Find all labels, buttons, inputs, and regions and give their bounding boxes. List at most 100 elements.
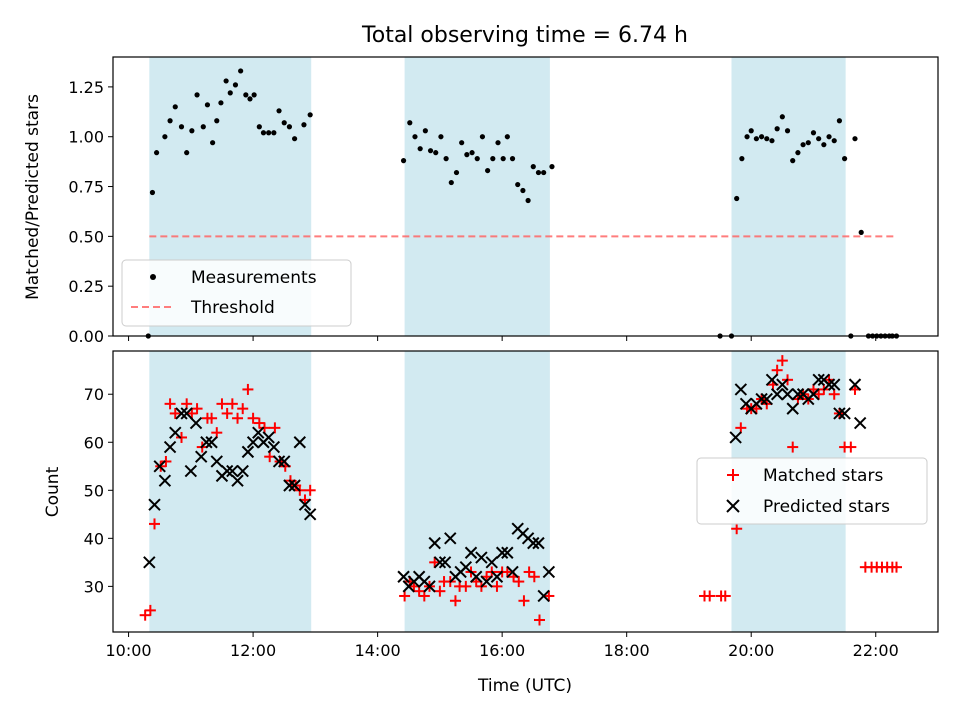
measurement-point <box>490 156 496 162</box>
predicted-star-point <box>807 388 820 401</box>
matched-star-point <box>828 388 840 400</box>
matched-star-point <box>160 455 172 467</box>
matched-star-point <box>534 614 546 626</box>
predicted-star-point <box>480 575 493 588</box>
matched-star-point <box>731 523 743 535</box>
predicted-star-point <box>501 546 514 559</box>
predicted-star-point <box>537 589 550 603</box>
measurement-point <box>790 158 796 164</box>
predicted-star-point <box>770 388 784 401</box>
predicted-star-point <box>459 560 473 574</box>
matched-star-point <box>181 398 193 410</box>
predicted-star-point <box>786 402 799 415</box>
measurement-point <box>400 158 407 164</box>
top-y-tick-label: 0.75 <box>68 178 104 197</box>
bottom-axes: 10:00 12:00 14:00 16:00 18:00 20:00 22:00 30 40 5… <box>84 385 899 660</box>
measurement-point <box>549 164 555 170</box>
predicted-star-point <box>822 378 836 391</box>
predicted-star-point <box>444 532 457 545</box>
matched-star-point <box>513 576 525 588</box>
predicted-star-point <box>470 570 483 583</box>
measurement-point <box>779 114 785 120</box>
top-legend: Measurements Threshold <box>121 259 352 327</box>
measurement-point <box>541 169 547 176</box>
matched-star-point <box>704 590 716 602</box>
measurement-point <box>200 124 206 130</box>
measurement-point <box>535 169 542 176</box>
predicted-star-point <box>180 407 193 420</box>
measurement-point <box>739 156 745 162</box>
matched-star-point <box>226 398 238 410</box>
observing-window-1 <box>149 351 312 632</box>
measurement-point <box>479 134 486 140</box>
predicted-star-point <box>210 455 223 468</box>
matched-star-point <box>164 398 176 410</box>
matched-star-point <box>813 388 825 400</box>
predicted-star-point <box>246 436 260 449</box>
predicted-star-point <box>848 378 862 391</box>
measurement-point <box>758 134 765 140</box>
matched-star-point <box>216 398 228 410</box>
predicted-star-point <box>833 407 846 420</box>
measurement-point <box>149 189 156 196</box>
predicted-star-point <box>298 498 312 511</box>
measurement-point <box>485 167 491 174</box>
predicted-star-point <box>189 416 203 430</box>
predicted-star-point <box>153 460 166 473</box>
measurement-point <box>744 134 750 140</box>
matched-star-point <box>418 590 430 602</box>
measurement-point <box>842 156 848 162</box>
predicted-star-point <box>169 426 182 439</box>
matched-star-point <box>399 590 411 602</box>
predicted-star-point <box>143 556 156 569</box>
predicted-star-point <box>200 436 213 449</box>
count-panel: 10:00 12:00 14:00 16:00 18:00 20:00 22:00 30 40 5… <box>43 350 939 696</box>
matched-star-point <box>434 585 446 597</box>
matched-star-point <box>221 407 233 419</box>
measurement-point <box>178 124 185 130</box>
observing-window-3 <box>731 57 846 336</box>
measurement-point <box>784 128 791 134</box>
measurement-point <box>292 136 298 142</box>
ratio-panel: 0.00 0.25 0.50 0.75 1.00 1.25 Matched/Predict… <box>23 56 939 346</box>
measurement-point <box>795 150 801 156</box>
predicted-star-point <box>226 464 239 478</box>
matched-star-point <box>735 422 747 434</box>
predicted-star-point <box>838 407 851 420</box>
measurement-point <box>214 118 220 124</box>
matched-star-point <box>518 595 530 607</box>
predicted-star-point <box>791 388 805 401</box>
predicted-star-point <box>729 431 742 444</box>
predicted-star-point <box>148 498 161 511</box>
matched-star-point <box>247 412 259 424</box>
measurement-point <box>223 78 229 84</box>
predicted-star-point <box>236 464 249 478</box>
predicted-star-point <box>423 580 436 593</box>
bottom-y-tick-label: 30 <box>84 577 104 596</box>
x-tick-label: 12:00 <box>230 641 276 660</box>
matched-star-point <box>191 403 203 415</box>
predicted-star-point <box>532 536 545 550</box>
matched-star-point <box>845 441 857 453</box>
matched-star-point <box>242 383 254 395</box>
measurement-point <box>520 187 526 194</box>
measurement-point <box>218 100 224 106</box>
measurement-point <box>734 195 740 202</box>
predicted-star-point <box>490 570 504 583</box>
predicted-star-point <box>220 464 234 478</box>
predicted-legend-label: Predicted stars <box>763 497 890 517</box>
predicted-star-point <box>781 388 794 401</box>
bottom-y-axis-label: Count <box>43 466 63 517</box>
measurement-point <box>266 130 272 136</box>
ratio-plot-area <box>145 68 900 339</box>
measurement-point <box>256 124 262 130</box>
predicted-star-point <box>542 565 556 579</box>
matched-star-point <box>139 609 151 621</box>
measurement-point <box>774 126 780 132</box>
predicted-star-point <box>495 546 509 559</box>
matched-star-point <box>304 484 316 496</box>
measurement-point <box>800 142 806 148</box>
predicted-star-point <box>475 551 488 564</box>
measurement-point <box>276 108 282 114</box>
predicted-star-point <box>231 474 244 487</box>
